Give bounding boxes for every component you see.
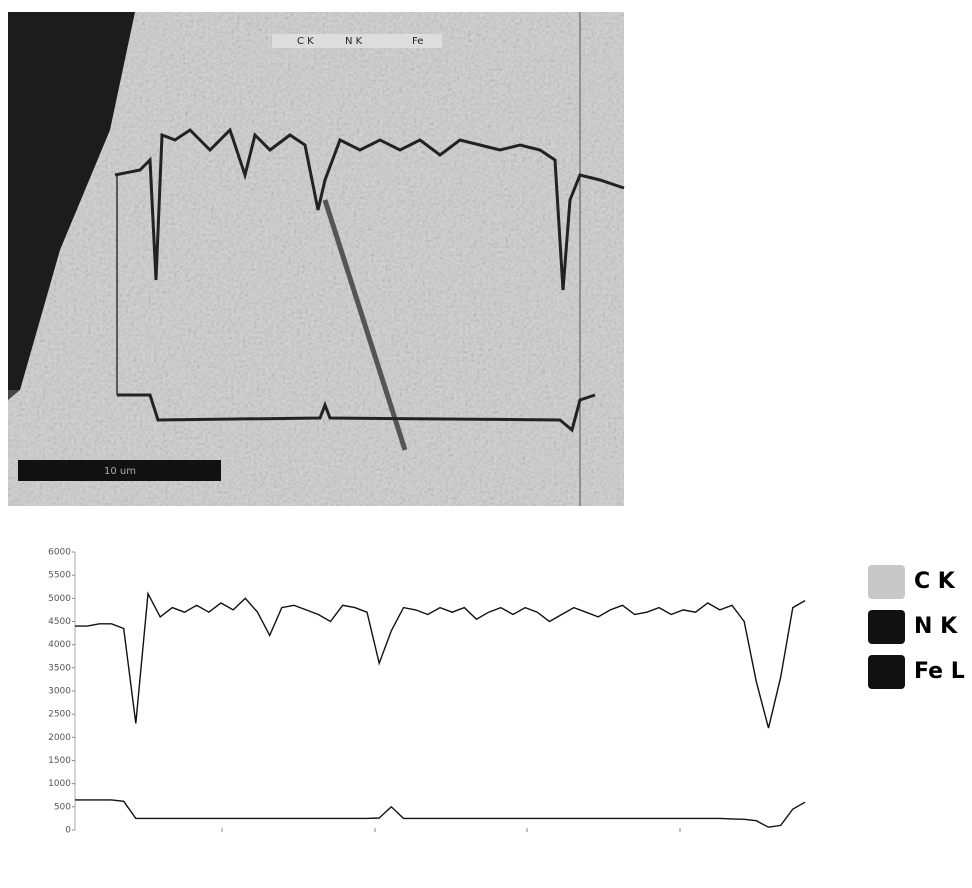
y-tick-label: 6000 — [48, 548, 71, 558]
legend-label: C K — [914, 569, 956, 594]
legend-label: N K — [914, 614, 958, 639]
y-tick-label: 5000 — [48, 594, 71, 604]
series-line — [75, 800, 805, 827]
y-tick-label: 1500 — [48, 756, 71, 766]
y-tick-label: 2500 — [48, 710, 71, 720]
y-tick-label: 3000 — [48, 687, 71, 697]
image-legend-item: N K — [345, 36, 363, 47]
y-tick-label: 0 — [65, 826, 71, 836]
image-legend-item: Fe — [412, 36, 423, 47]
legend-label: Fe L — [914, 659, 965, 684]
y-tick-label: 500 — [54, 802, 71, 812]
y-tick-label: 5500 — [48, 571, 71, 581]
legend-swatch — [868, 610, 905, 644]
series-line — [75, 594, 805, 728]
scale-bar-label: 10 um — [104, 466, 136, 477]
legend-swatch — [868, 565, 905, 599]
y-tick-label: 4000 — [48, 640, 71, 650]
legend-swatch — [868, 655, 905, 689]
sem-image: 10 um C K N K Fe — [8, 12, 624, 506]
y-tick-label: 4500 — [48, 617, 71, 627]
y-tick-label: 1000 — [48, 779, 71, 789]
y-tick-label: 2000 — [48, 733, 71, 743]
figure: 10 um C K N K Fe 0 500 1000 1500 2000 2500 300… — [0, 0, 972, 884]
page: {"image": {"scale_bar": "10 um", "legend… — [0, 0, 972, 884]
y-tick-label: 3500 — [48, 663, 71, 673]
x-ticks — [222, 828, 680, 832]
image-legend-item: C K — [297, 36, 314, 47]
